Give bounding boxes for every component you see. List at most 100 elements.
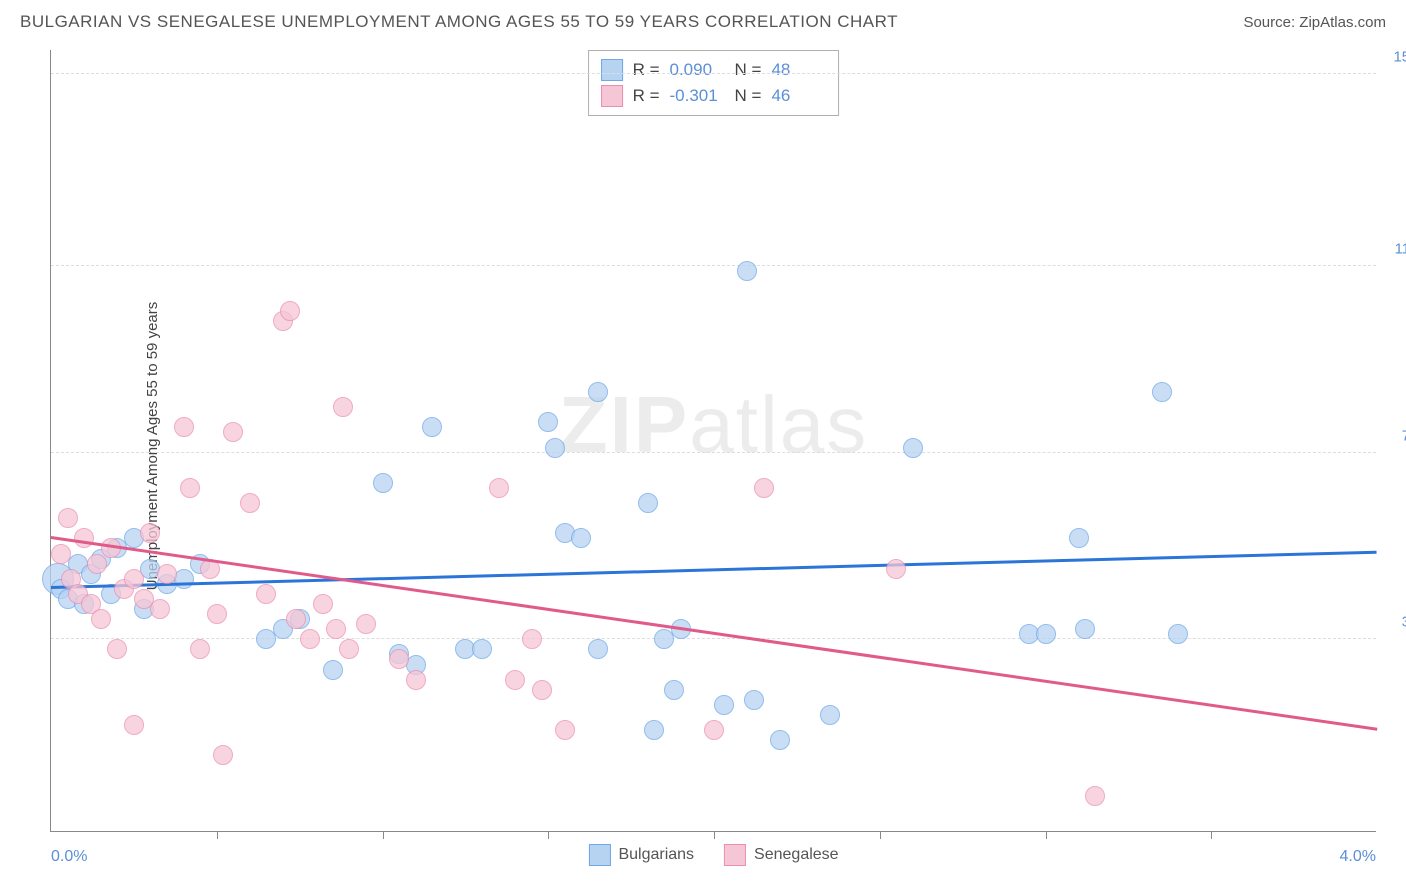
data-point (280, 301, 300, 321)
r-label: R = (633, 86, 660, 106)
data-point (124, 715, 144, 735)
data-point (714, 695, 734, 715)
chart-plot-area: ZIPatlas R = 0.090 N = 48 R = -0.301 N = 46 0.0… (50, 50, 1376, 832)
r-label: R = (633, 60, 660, 80)
series-swatch (601, 85, 623, 107)
data-point (406, 670, 426, 690)
x-axis-min-label: 0.0% (51, 848, 87, 866)
x-tick (217, 831, 218, 839)
data-point (326, 619, 346, 639)
data-point (286, 609, 306, 629)
grid-line (51, 265, 1376, 266)
data-point (140, 523, 160, 543)
data-point (644, 720, 664, 740)
data-point (489, 478, 509, 498)
data-point (770, 730, 790, 750)
x-tick (548, 831, 549, 839)
x-tick (1046, 831, 1047, 839)
data-point (373, 473, 393, 493)
correlation-stats-box: R = 0.090 N = 48 R = -0.301 N = 46 (588, 50, 840, 116)
data-point (207, 604, 227, 624)
data-point (150, 599, 170, 619)
data-point (91, 609, 111, 629)
data-point (903, 438, 923, 458)
data-point (545, 438, 565, 458)
legend-swatch (724, 844, 746, 866)
x-tick (383, 831, 384, 839)
x-tick (714, 831, 715, 839)
data-point (588, 639, 608, 659)
grid-line (51, 73, 1376, 74)
data-point (737, 261, 757, 281)
legend: Bulgarians Senegalese (588, 844, 838, 866)
data-point (101, 538, 121, 558)
data-point (58, 508, 78, 528)
data-point (300, 629, 320, 649)
source-label: Source: ZipAtlas.com (1243, 14, 1386, 31)
data-point (522, 629, 542, 649)
data-point (51, 544, 71, 564)
x-axis-max-label: 4.0% (1340, 848, 1376, 866)
data-point (313, 594, 333, 614)
header: BULGARIAN VS SENEGALESE UNEMPLOYMENT AMO… (0, 0, 1406, 40)
r-value: 0.090 (670, 60, 725, 80)
y-tick-label: 7.5% (1402, 427, 1406, 444)
y-tick-label: 3.8% (1402, 614, 1406, 631)
data-point (223, 422, 243, 442)
data-point (174, 417, 194, 437)
data-point (1075, 619, 1095, 639)
data-point (664, 680, 684, 700)
data-point (107, 639, 127, 659)
data-point (389, 649, 409, 669)
n-value: 48 (771, 60, 826, 80)
data-point (339, 639, 359, 659)
y-tick-label: 11.2% (1395, 240, 1406, 257)
legend-item: Senegalese (724, 844, 839, 866)
data-point (323, 660, 343, 680)
legend-label: Bulgarians (618, 846, 694, 864)
x-tick (880, 831, 881, 839)
n-label: N = (735, 86, 762, 106)
data-point (124, 569, 144, 589)
data-point (571, 528, 591, 548)
data-point (422, 417, 442, 437)
data-point (638, 493, 658, 513)
data-point (74, 528, 94, 548)
data-point (180, 478, 200, 498)
data-point (240, 493, 260, 513)
n-label: N = (735, 60, 762, 80)
data-point (1085, 786, 1105, 806)
data-point (213, 745, 233, 765)
data-point (1168, 624, 1188, 644)
series-swatch (601, 59, 623, 81)
data-point (1069, 528, 1089, 548)
data-point (1152, 382, 1172, 402)
data-point (190, 639, 210, 659)
watermark-light: atlas (689, 380, 868, 469)
data-point (555, 720, 575, 740)
stats-row: R = 0.090 N = 48 (601, 57, 827, 83)
legend-swatch (588, 844, 610, 866)
data-point (157, 564, 177, 584)
data-point (356, 614, 376, 634)
chart-title: BULGARIAN VS SENEGALESE UNEMPLOYMENT AMO… (20, 12, 898, 32)
r-value: -0.301 (670, 86, 725, 106)
data-point (472, 639, 492, 659)
data-point (744, 690, 764, 710)
data-point (704, 720, 724, 740)
grid-line (51, 452, 1376, 453)
data-point (538, 412, 558, 432)
legend-item: Bulgarians (588, 844, 694, 866)
stats-row: R = -0.301 N = 46 (601, 83, 827, 109)
x-tick (1211, 831, 1212, 839)
data-point (754, 478, 774, 498)
data-point (886, 559, 906, 579)
data-point (333, 397, 353, 417)
trend-line (51, 551, 1377, 589)
data-point (1036, 624, 1056, 644)
n-value: 46 (771, 86, 826, 106)
data-point (588, 382, 608, 402)
watermark-bold: ZIP (559, 380, 689, 469)
data-point (532, 680, 552, 700)
data-point (256, 584, 276, 604)
